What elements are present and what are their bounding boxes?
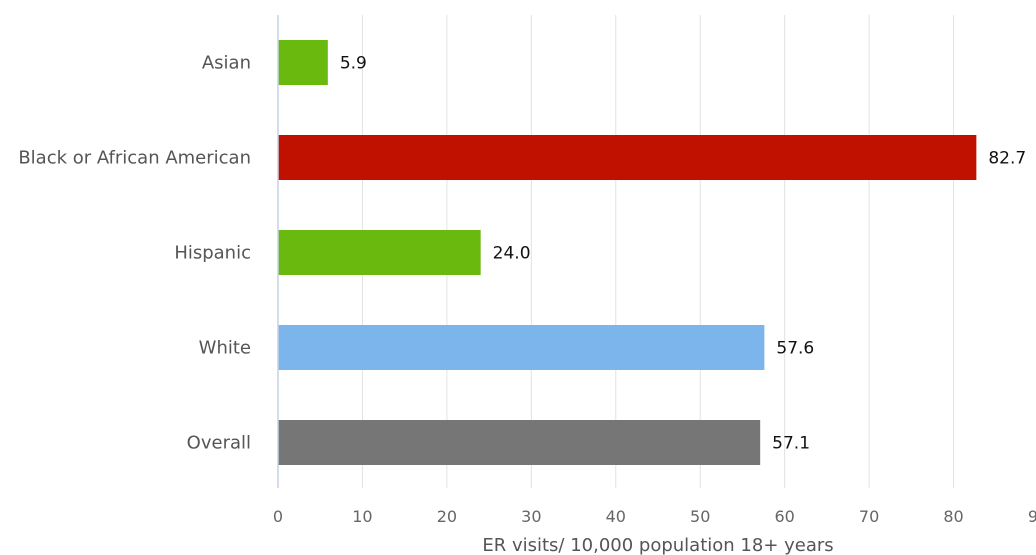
x-tick-label-30: 30 (521, 507, 541, 526)
x-tick-label-0: 0 (273, 507, 283, 526)
bar-asian (278, 40, 328, 85)
category-label-black-or-african-american: Black or African American (18, 148, 251, 169)
x-tick-label-90: 90 (1028, 507, 1036, 526)
data-label-white: 57.6 (776, 339, 814, 359)
category-label-hispanic: Hispanic (174, 243, 251, 264)
data-label-black-or-african-american: 82.7 (988, 149, 1026, 169)
x-tick-label-10: 10 (352, 507, 372, 526)
bar-overall (278, 420, 761, 465)
category-label-asian: Asian (202, 53, 251, 74)
x-tick-label-80: 80 (943, 507, 963, 526)
x-tick-label-60: 60 (774, 507, 794, 526)
bars (278, 40, 977, 465)
data-label-overall: 57.1 (772, 434, 810, 454)
x-tick-label-20: 20 (437, 507, 457, 526)
bar-black-or-african-american (278, 135, 977, 180)
x-tick-label-40: 40 (606, 507, 626, 526)
x-axis-title: ER visits/ 10,000 population 18+ years (482, 535, 833, 555)
bar-white (278, 325, 765, 370)
data-label-asian: 5.9 (340, 54, 367, 74)
x-tick-label-70: 70 (859, 507, 879, 526)
category-labels: Asian Black or African American Hispanic Wh… (18, 53, 251, 454)
data-labels: 5.9 82.7 24.0 57.6 57.1 (340, 54, 1026, 454)
gridlines (361, 15, 955, 488)
category-label-overall: Overall (187, 433, 251, 454)
data-label-hispanic: 24.0 (493, 244, 531, 264)
x-tick-label-50: 50 (690, 507, 710, 526)
category-label-white: White (199, 338, 251, 359)
bar-hispanic (278, 230, 481, 275)
x-tick-labels: 0 10 20 30 40 50 60 70 80 90 (273, 507, 1036, 526)
